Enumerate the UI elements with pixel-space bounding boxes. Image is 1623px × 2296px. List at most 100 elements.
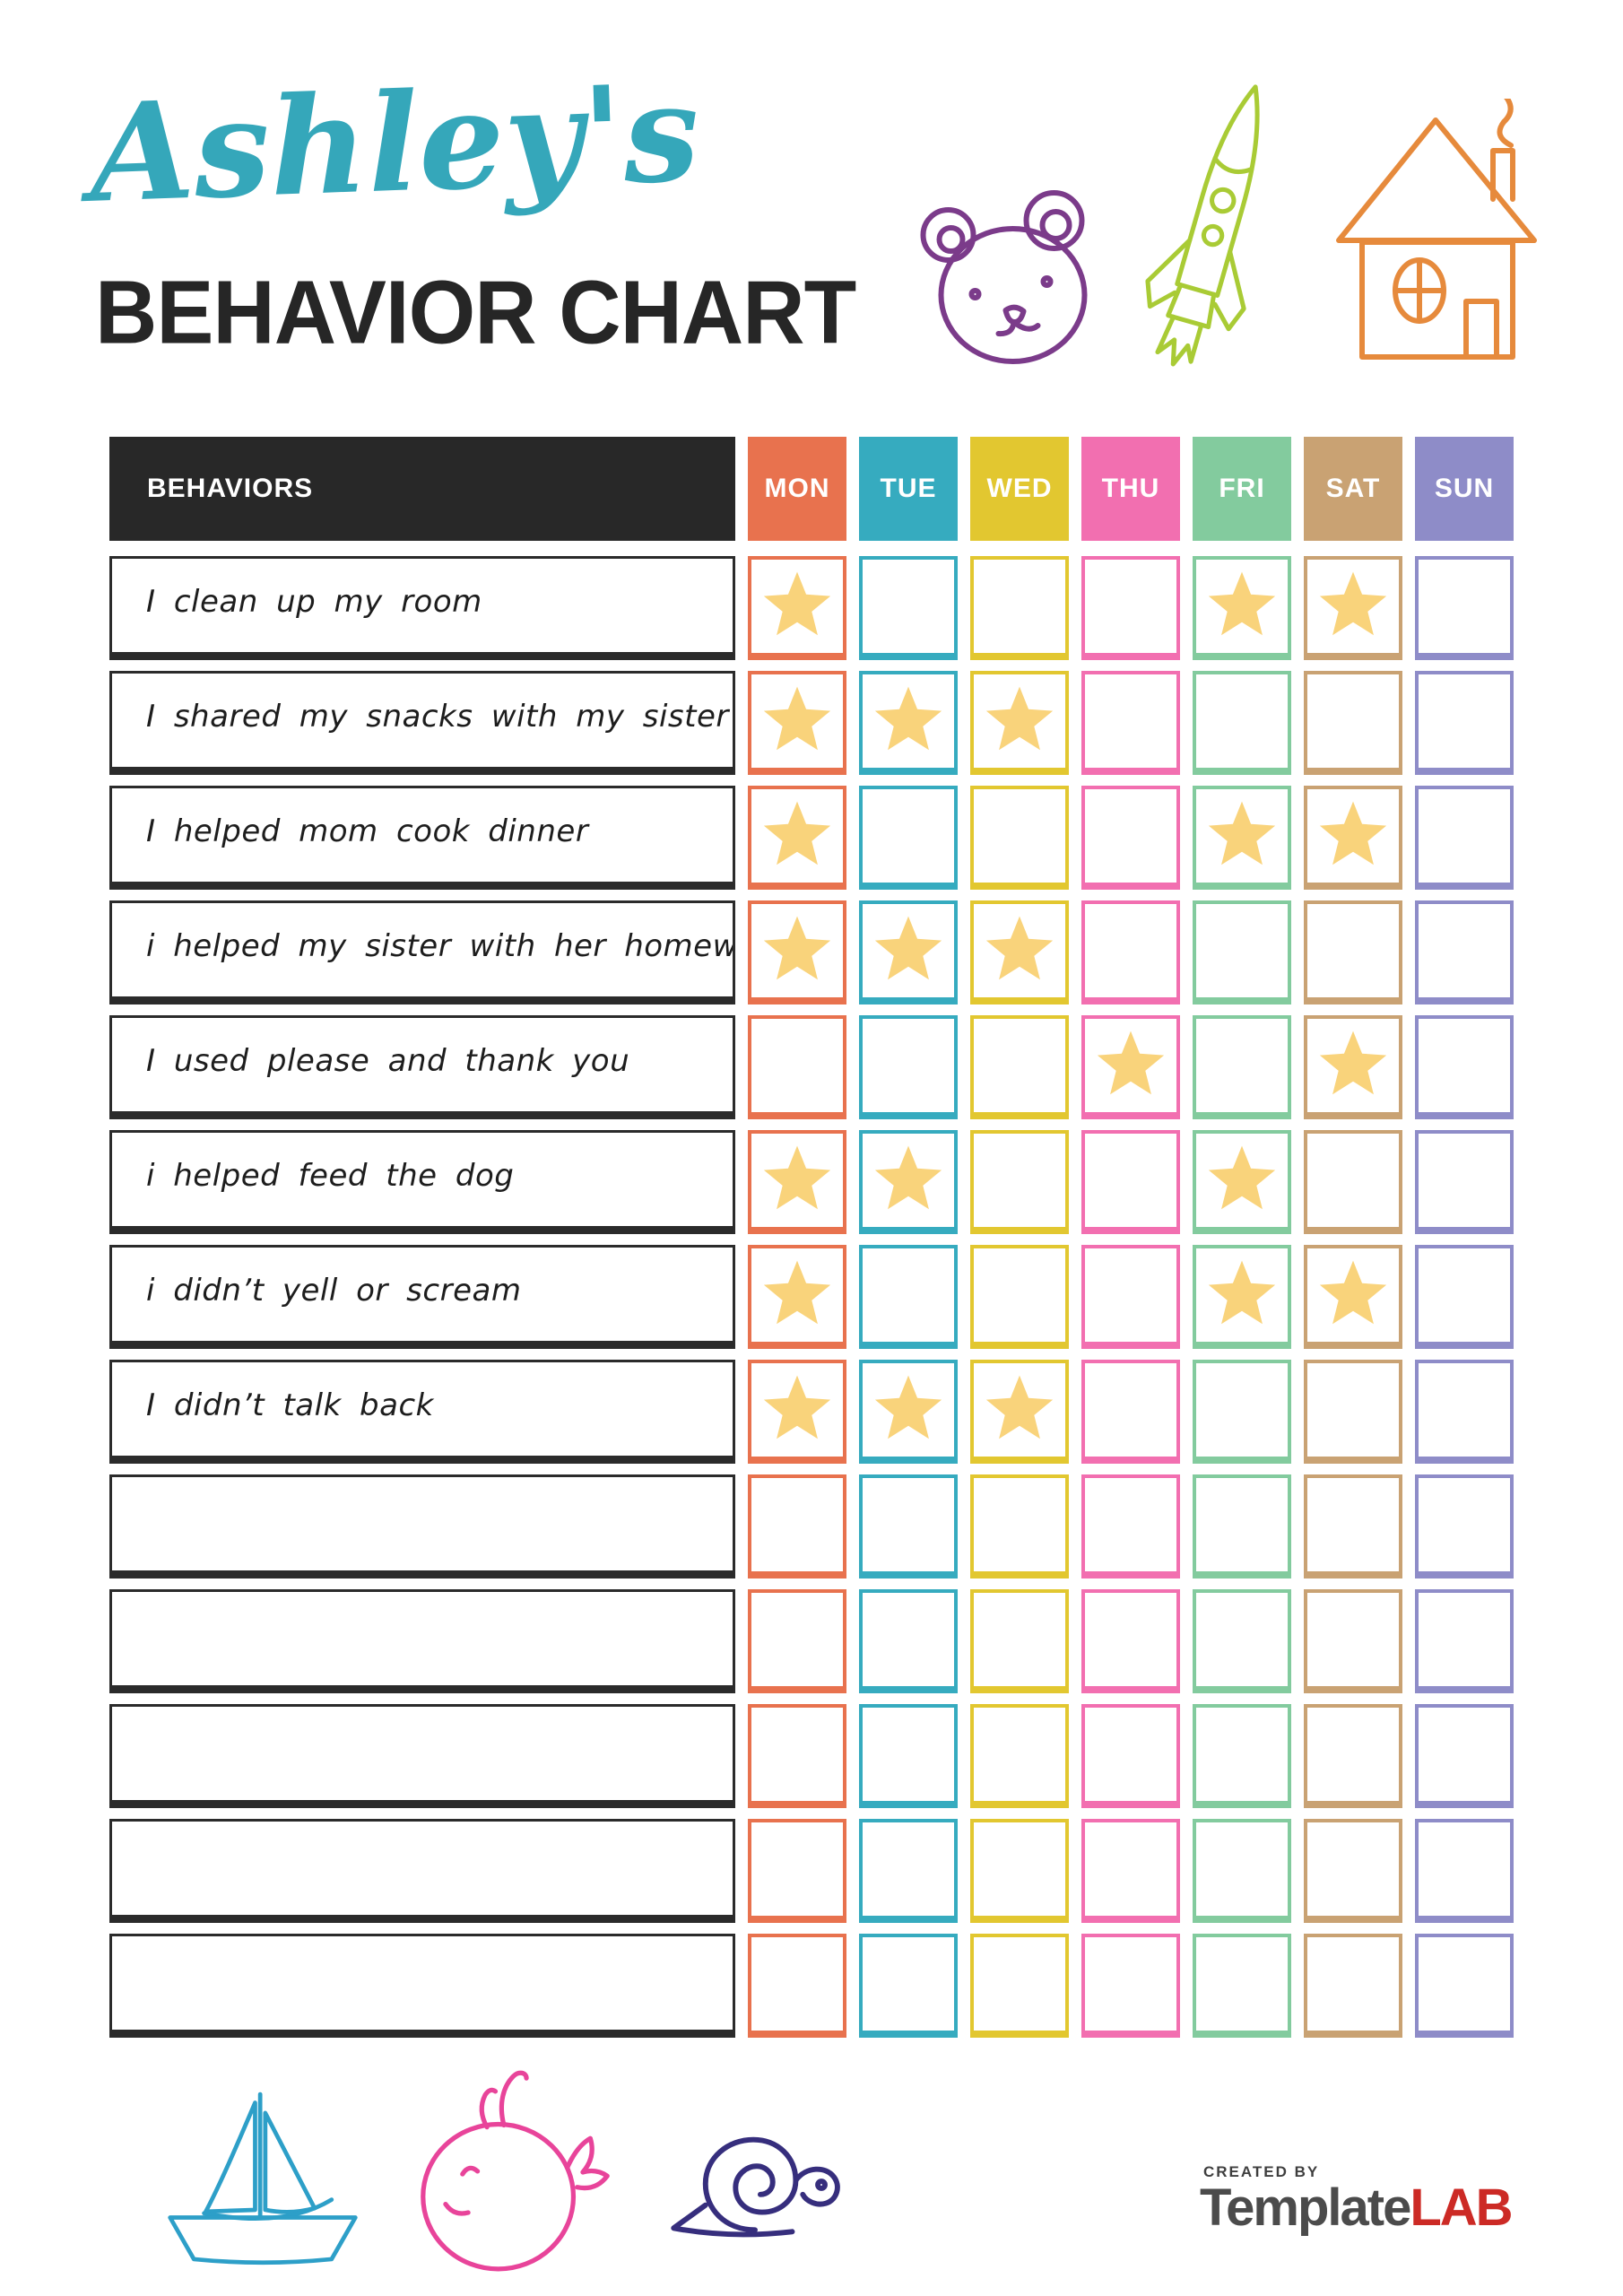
day-cell-sun [1415,671,1514,775]
day-cell-mon [748,556,846,660]
day-cell-mon [748,1015,846,1119]
day-cell-tue [859,1934,958,2038]
day-cell-wed [970,1474,1069,1578]
behavior-label [109,1934,735,2038]
table-header-row: BEHAVIORS MON TUE WED THU FRI SAT SUN [109,437,1519,541]
star-icon [985,915,1055,982]
day-cell-thu [1081,1474,1180,1578]
day-cell-mon [748,1245,846,1349]
day-cell-mon [748,1474,846,1578]
table-row [109,1589,1519,1693]
table-row [109,1819,1519,1923]
day-cell-thu [1081,1704,1180,1808]
table-row: i helped feed the dog [109,1130,1519,1234]
behaviors-header-cell: BEHAVIORS [109,437,735,541]
day-cell-wed [970,1360,1069,1464]
day-cell-fri [1193,786,1291,890]
day-header-tue: TUE [859,437,958,541]
day-cell-wed [970,1130,1069,1234]
page-title: BEHAVIOR CHART [95,263,856,363]
brand-wordmark: TemplateLAB [1200,2180,1514,2236]
house-icon [1325,99,1551,368]
day-header-sun: SUN [1415,437,1514,541]
table-row [109,1474,1519,1578]
day-cell-fri [1193,1704,1291,1808]
snail-icon [644,2117,870,2249]
behavior-table: BEHAVIORS MON TUE WED THU FRI SAT SUN I clean … [109,437,1519,2038]
day-cell-wed [970,786,1069,890]
behavior-label: i helped feed the dog [109,1130,735,1234]
day-cell-wed [970,671,1069,775]
day-cell-tue [859,1245,958,1349]
day-cell-mon [748,1589,846,1693]
star-icon [1096,1030,1166,1097]
day-cell-mon [748,1934,846,2038]
day-cell-mon [748,1360,846,1464]
day-header-mon: MON [748,437,846,541]
behavior-label [109,1589,735,1693]
day-header-sat: SAT [1304,437,1402,541]
behavior-label: I used please and thank you [109,1015,735,1119]
day-cell-thu [1081,1360,1180,1464]
day-cell-tue [859,1704,958,1808]
day-cell-tue [859,1819,958,1923]
table-row [109,1704,1519,1808]
day-cell-fri [1193,1934,1291,2038]
day-cell-sun [1415,556,1514,660]
table-row: i helped my sister with her homework [109,900,1519,1004]
day-cell-tue [859,1360,958,1464]
table-row: i didn’t yell or scream [109,1245,1519,1349]
whale-icon [384,2056,628,2291]
table-row: I helped mom cook dinner [109,786,1519,890]
star-icon [985,685,1055,752]
day-cell-sat [1304,1704,1402,1808]
day-cell-fri [1193,1474,1291,1578]
star-icon [1318,1030,1388,1097]
day-cell-thu [1081,900,1180,1004]
day-cell-tue [859,1015,958,1119]
day-cell-wed [970,1819,1069,1923]
day-cell-sat [1304,556,1402,660]
day-cell-mon [748,786,846,890]
day-cell-sun [1415,1474,1514,1578]
brand-created-by: CREATED BY [1203,2163,1320,2180]
day-cell-wed [970,900,1069,1004]
table-row: I shared my snacks with my sister [109,671,1519,775]
day-cell-mon [748,671,846,775]
star-icon [1207,1144,1277,1212]
star-icon [762,1259,832,1326]
day-cell-thu [1081,1819,1180,1923]
star-icon [762,1374,832,1441]
day-cell-sun [1415,1130,1514,1234]
rocket-icon [1132,74,1293,401]
day-cell-tue [859,900,958,1004]
day-cell-fri [1193,900,1291,1004]
day-cell-wed [970,556,1069,660]
behavior-label: I didn’t talk back [109,1360,735,1464]
day-cell-sun [1415,1589,1514,1693]
behavior-label [109,1704,735,1808]
day-cell-sun [1415,1934,1514,2038]
star-icon [762,800,832,867]
day-cell-wed [970,1245,1069,1349]
brand-logo: CREATED BY TemplateLAB [1200,2163,1514,2236]
table-row: I didn’t talk back [109,1360,1519,1464]
day-cell-thu [1081,671,1180,775]
star-icon [873,1144,943,1212]
day-cell-tue [859,1474,958,1578]
day-cell-fri [1193,1819,1291,1923]
day-cell-wed [970,1704,1069,1808]
star-icon [873,1374,943,1441]
star-icon [873,685,943,752]
day-cell-mon [748,1819,846,1923]
day-cell-wed [970,1934,1069,2038]
table-rows: I clean up my room I shared my snacks wit… [109,556,1519,2038]
star-icon [1207,570,1277,638]
day-cell-tue [859,786,958,890]
day-cell-sat [1304,1934,1402,2038]
bear-icon [910,188,1121,368]
day-cell-thu [1081,1589,1180,1693]
day-cell-fri [1193,1589,1291,1693]
day-cell-thu [1081,1015,1180,1119]
